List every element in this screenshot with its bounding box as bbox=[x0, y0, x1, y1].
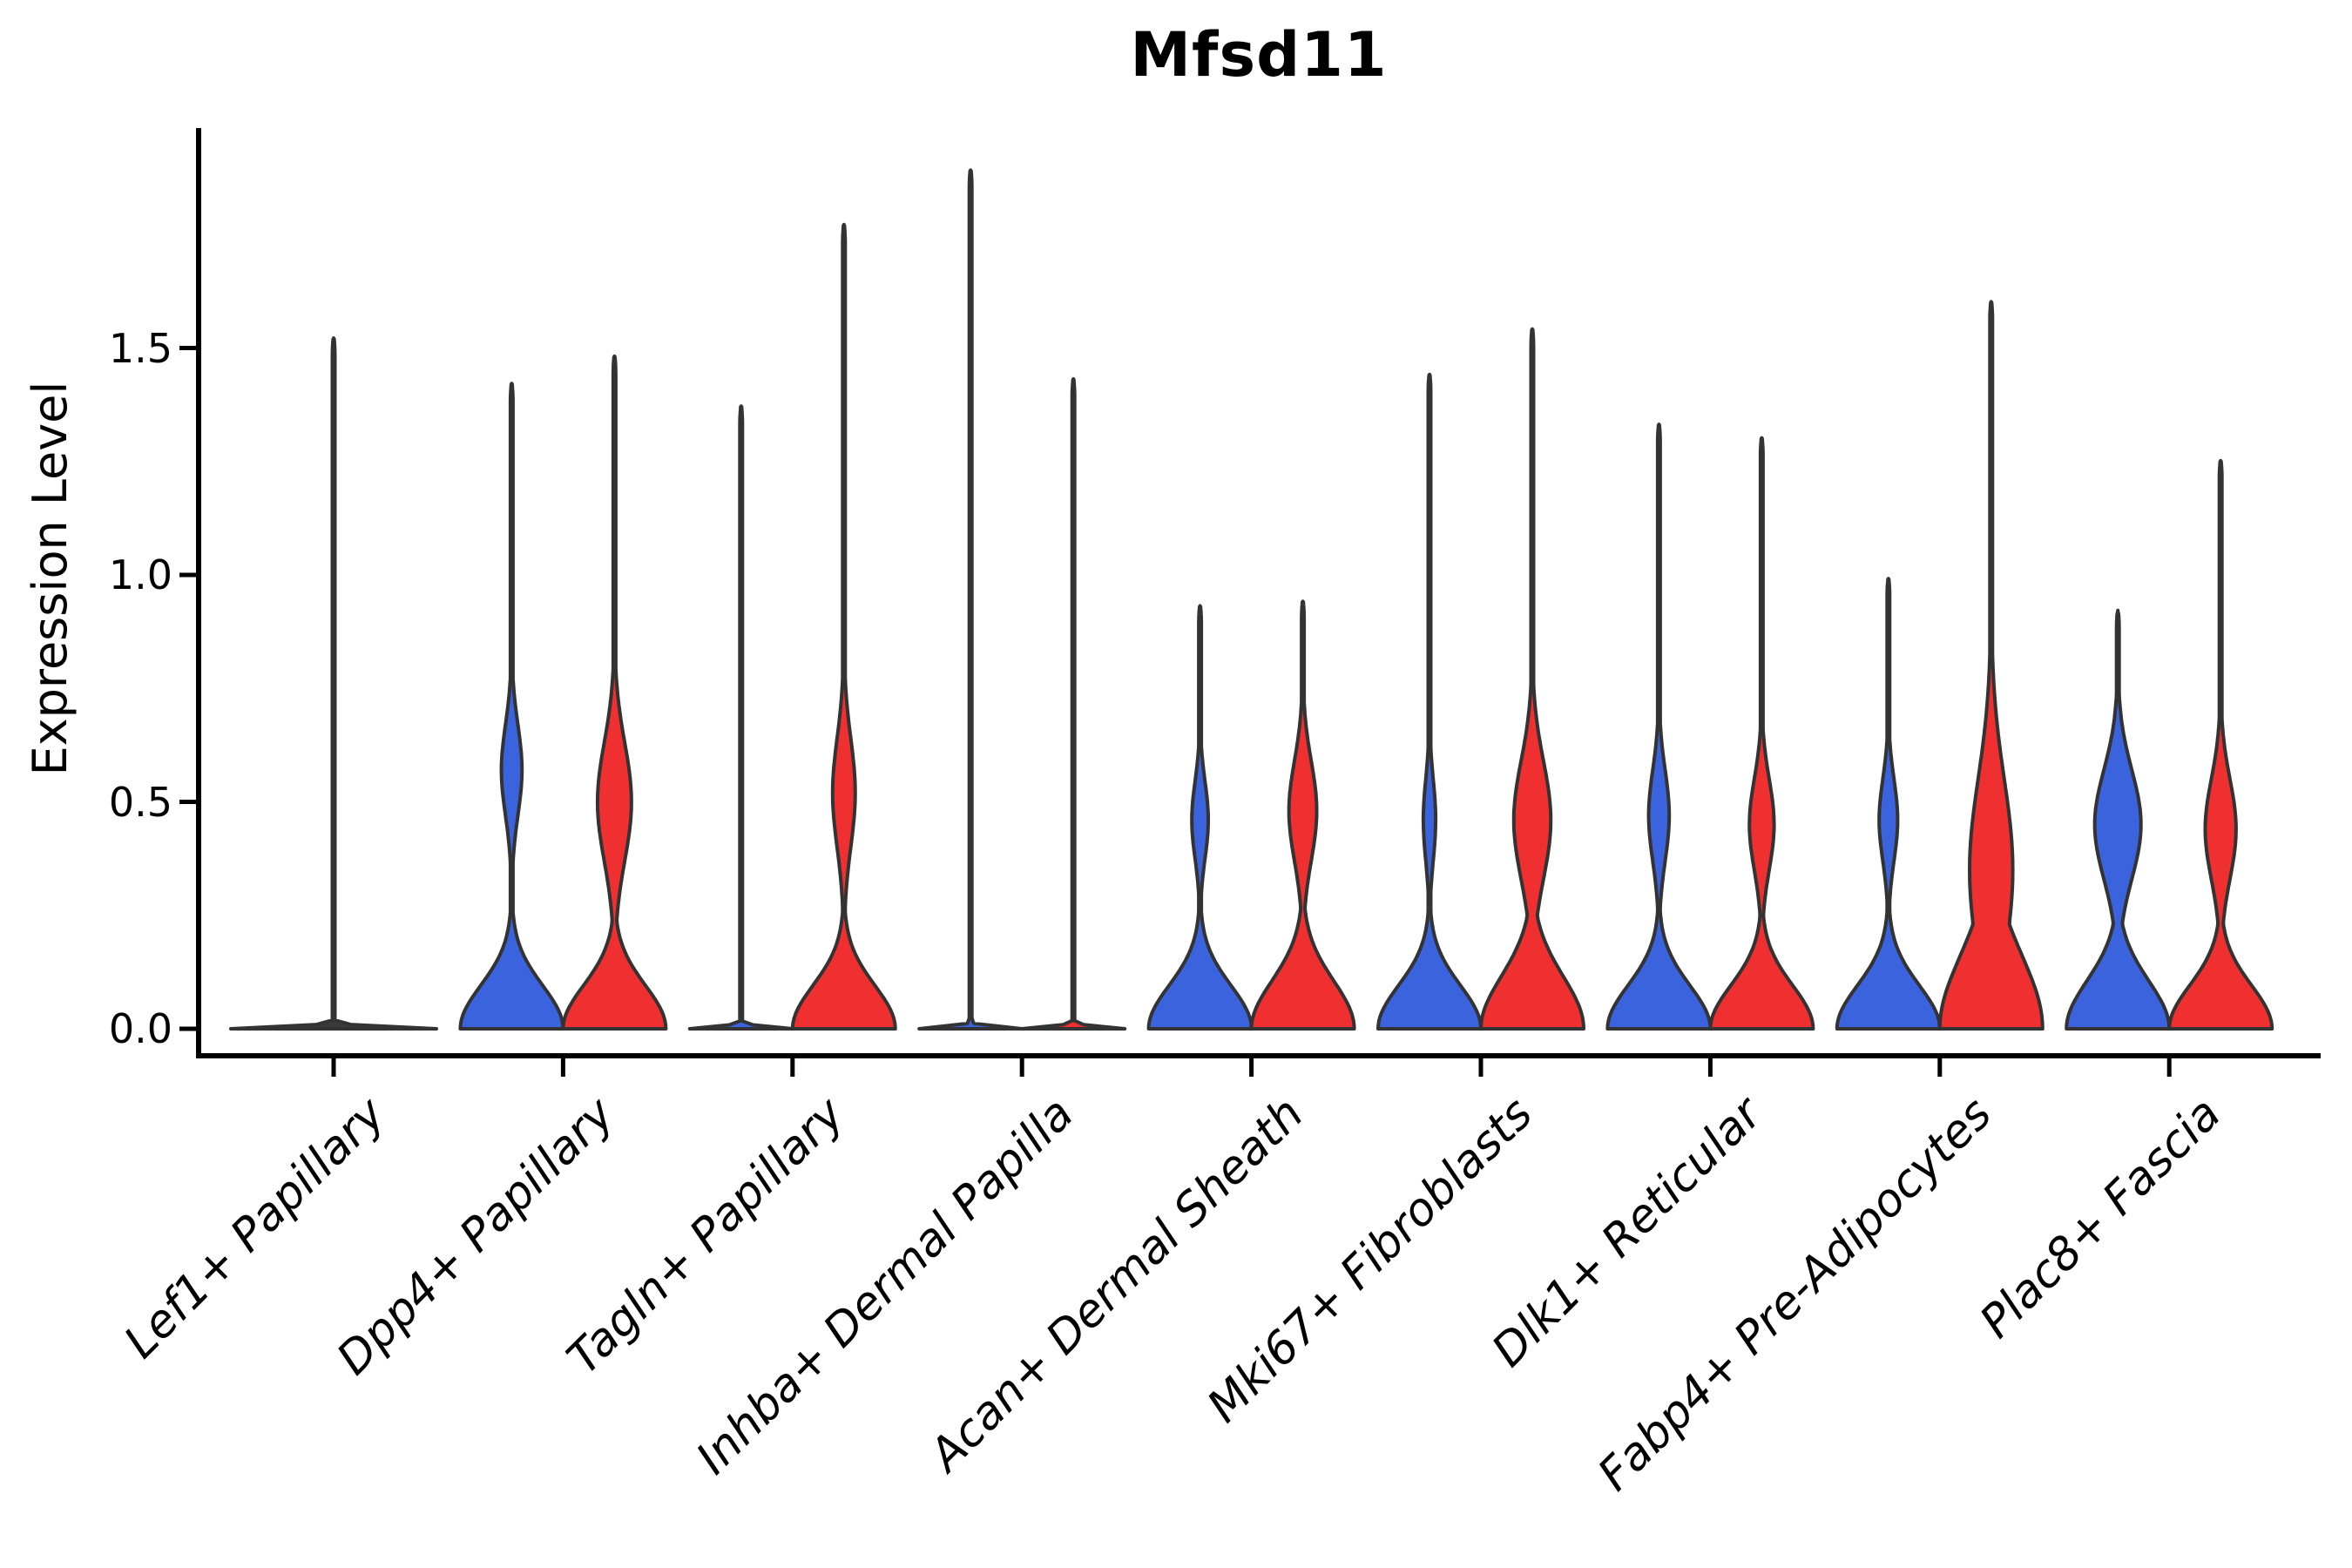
violin-tagln-red bbox=[790, 222, 897, 1031]
violin-tagln-blue bbox=[687, 404, 794, 1031]
violin-group bbox=[229, 168, 2274, 1031]
violin-acan-blue bbox=[1146, 604, 1254, 1031]
violin-fabp4-blue bbox=[1835, 577, 1942, 1031]
violin-inhba-blue bbox=[917, 168, 1024, 1031]
violin-mki67-blue bbox=[1376, 372, 1483, 1031]
y-tick-label: 0.5 bbox=[108, 778, 172, 826]
y-tick-label: 0.0 bbox=[108, 1005, 172, 1052]
violin-fabp4-red bbox=[1937, 300, 2044, 1031]
violin-dpp4-blue bbox=[458, 382, 565, 1031]
violin-dlk1-blue bbox=[1605, 422, 1713, 1031]
x-tick-marks bbox=[331, 1056, 2172, 1077]
axes-group bbox=[179, 128, 2321, 1077]
violin-lef1-single bbox=[229, 336, 438, 1031]
violin-plac8-red bbox=[2167, 458, 2274, 1031]
y-tick-marks bbox=[179, 346, 199, 1031]
y-tick-label: 1.5 bbox=[108, 324, 172, 372]
violin-dlk1-red bbox=[1708, 436, 1815, 1031]
violin-plac8-blue bbox=[2065, 608, 2172, 1031]
violin-inhba-red bbox=[1020, 377, 1127, 1031]
violin-acan-red bbox=[1249, 599, 1356, 1031]
y-tick-label: 1.0 bbox=[108, 551, 172, 598]
violin-mki67-red bbox=[1479, 327, 1585, 1031]
chart-title: Mfsd11 bbox=[1130, 19, 1388, 91]
violin-dpp4-red bbox=[561, 354, 668, 1031]
